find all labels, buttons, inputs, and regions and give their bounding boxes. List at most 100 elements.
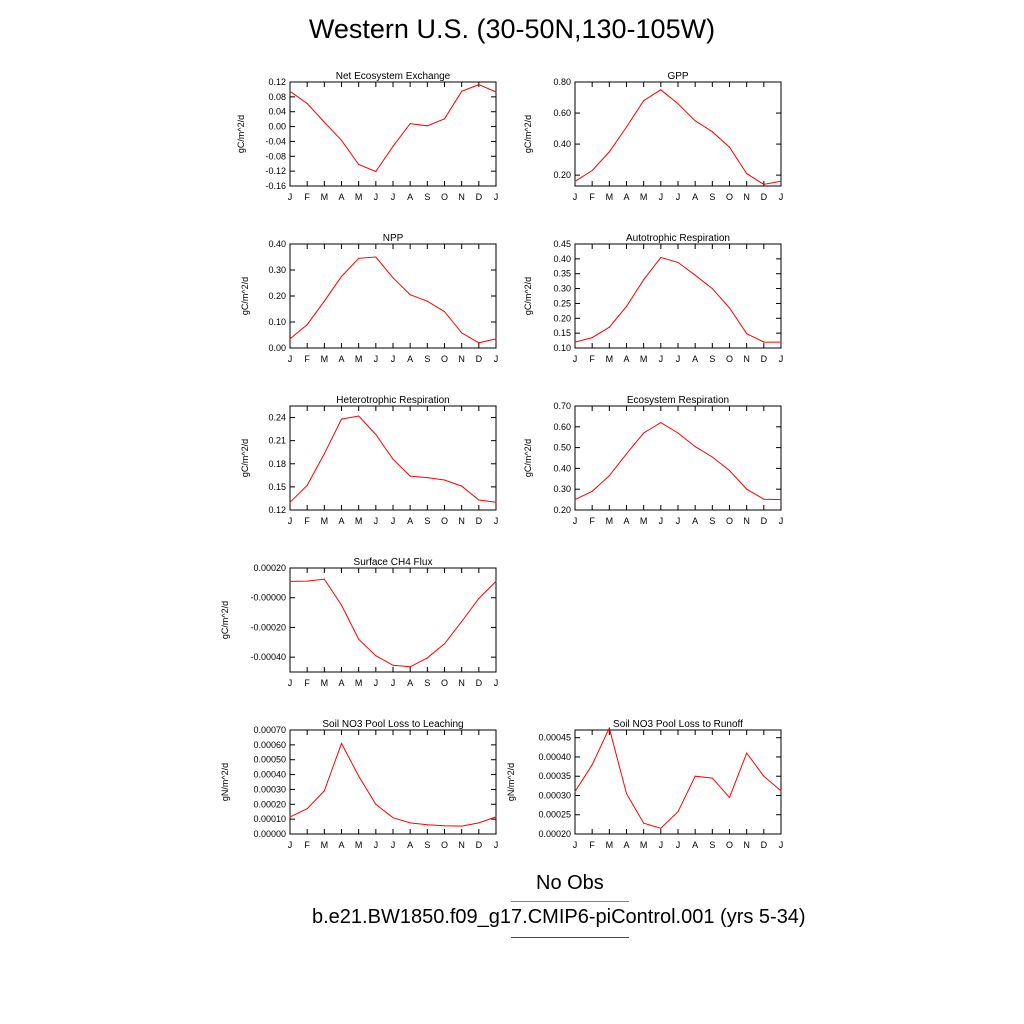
data-point — [289, 501, 291, 503]
data-point — [574, 341, 576, 343]
data-point — [444, 479, 445, 481]
panel-title: Surface CH4 Flux — [354, 557, 433, 568]
data-point — [289, 338, 291, 340]
y-axis-label: gN/m^2/d — [506, 763, 516, 801]
x-tick-label: N — [458, 840, 465, 850]
data-point — [780, 180, 782, 182]
panel-title: Soil NO3 Pool Loss to Leaching — [322, 719, 463, 730]
y-tick-label: 0.08 — [268, 92, 286, 102]
data-point — [591, 337, 593, 339]
data-point — [495, 816, 497, 818]
x-tick-label: J — [573, 840, 578, 850]
y-tick-label: 0.20 — [268, 291, 286, 301]
y-tick-label: 0.00010 — [253, 814, 286, 824]
x-tick-label: A — [407, 516, 413, 526]
x-tick-label: J — [391, 840, 396, 850]
data-point — [711, 288, 713, 290]
data-point — [495, 580, 497, 582]
data-point — [375, 803, 377, 805]
data-point — [711, 131, 713, 133]
x-tick-label: D — [476, 678, 483, 688]
y-tick-label: 0.40 — [553, 463, 571, 473]
x-tick-label: M — [606, 516, 614, 526]
plot-frame — [289, 243, 497, 349]
y-tick-label: 0.10 — [268, 317, 286, 327]
x-tick-label: F — [304, 192, 310, 202]
x-tick-label: O — [441, 516, 448, 526]
y-tick-label: -0.04 — [265, 136, 286, 146]
x-tick-label: J — [374, 840, 379, 850]
data-point — [289, 816, 291, 818]
x-tick-label: S — [424, 354, 430, 364]
x-tick-label: N — [458, 678, 465, 688]
data-point — [375, 434, 377, 436]
data-point — [478, 84, 480, 86]
data-point — [763, 498, 765, 500]
x-tick-label: F — [304, 678, 310, 688]
x-tick-label: J — [659, 840, 664, 850]
data-point — [729, 146, 730, 148]
y-tick-label: 0.50 — [553, 443, 571, 453]
plot-frame — [289, 405, 497, 511]
x-tick-label: D — [476, 354, 483, 364]
x-tick-label: M — [321, 516, 329, 526]
data-point — [409, 294, 411, 296]
data-point — [694, 446, 696, 448]
data-point — [444, 118, 445, 120]
data-point — [375, 171, 377, 173]
y-tick-label: 0.00 — [268, 343, 286, 353]
data-point — [392, 664, 394, 666]
y-axis-label: gC/m^2/d — [240, 277, 250, 315]
data-point — [341, 604, 342, 606]
plot-frame — [574, 729, 782, 835]
x-tick-label: M — [640, 840, 648, 850]
x-tick-label: A — [338, 678, 344, 688]
x-tick-label: F — [304, 516, 310, 526]
y-tick-label: 0.40 — [553, 139, 571, 149]
data-point — [780, 499, 782, 501]
y-axis-label: gC/m^2/d — [523, 277, 533, 315]
data-point — [306, 580, 308, 582]
data-point — [677, 103, 679, 105]
data-point — [574, 499, 576, 501]
y-tick-label: 0.15 — [268, 482, 286, 492]
data-point — [306, 324, 308, 326]
data-point — [306, 484, 308, 486]
y-tick-label: 0.00 — [268, 122, 286, 132]
data-point — [358, 775, 360, 777]
x-tick-label: A — [407, 678, 413, 688]
data-point — [711, 777, 713, 779]
data-point — [780, 790, 782, 792]
y-tick-label: 0.80 — [553, 77, 571, 87]
y-tick-label: 0.30 — [268, 265, 286, 275]
data-point — [426, 477, 428, 479]
data-point — [444, 311, 445, 313]
x-tick-label: J — [573, 192, 578, 202]
data-point — [392, 817, 394, 819]
y-axis-label: gC/m^2/d — [236, 115, 246, 153]
legend-obs-line — [511, 901, 629, 902]
x-tick-label: J — [494, 192, 499, 202]
data-point — [358, 257, 360, 259]
y-tick-label: 0.20 — [553, 313, 571, 323]
x-tick-label: D — [761, 192, 768, 202]
panel-title: Heterotrophic Respiration — [336, 395, 449, 406]
x-tick-label: A — [623, 354, 629, 364]
y-tick-label: 0.00040 — [253, 770, 286, 780]
x-tick-label: D — [761, 840, 768, 850]
x-tick-label: J — [288, 354, 293, 364]
series-line — [289, 742, 497, 827]
y-axis-label: gN/m^2/d — [220, 763, 230, 801]
x-tick-label: S — [709, 840, 715, 850]
x-tick-label: M — [640, 192, 648, 202]
x-tick-label: J — [374, 678, 379, 688]
data-point — [358, 638, 360, 640]
panel-title: GPP — [667, 71, 688, 82]
data-point — [591, 764, 593, 766]
y-tick-label: 0.00000 — [253, 829, 286, 839]
x-tick-label: A — [338, 354, 344, 364]
y-tick-label: 0.00070 — [253, 725, 286, 735]
x-tick-label: M — [355, 678, 363, 688]
legend-model-line — [511, 937, 629, 938]
